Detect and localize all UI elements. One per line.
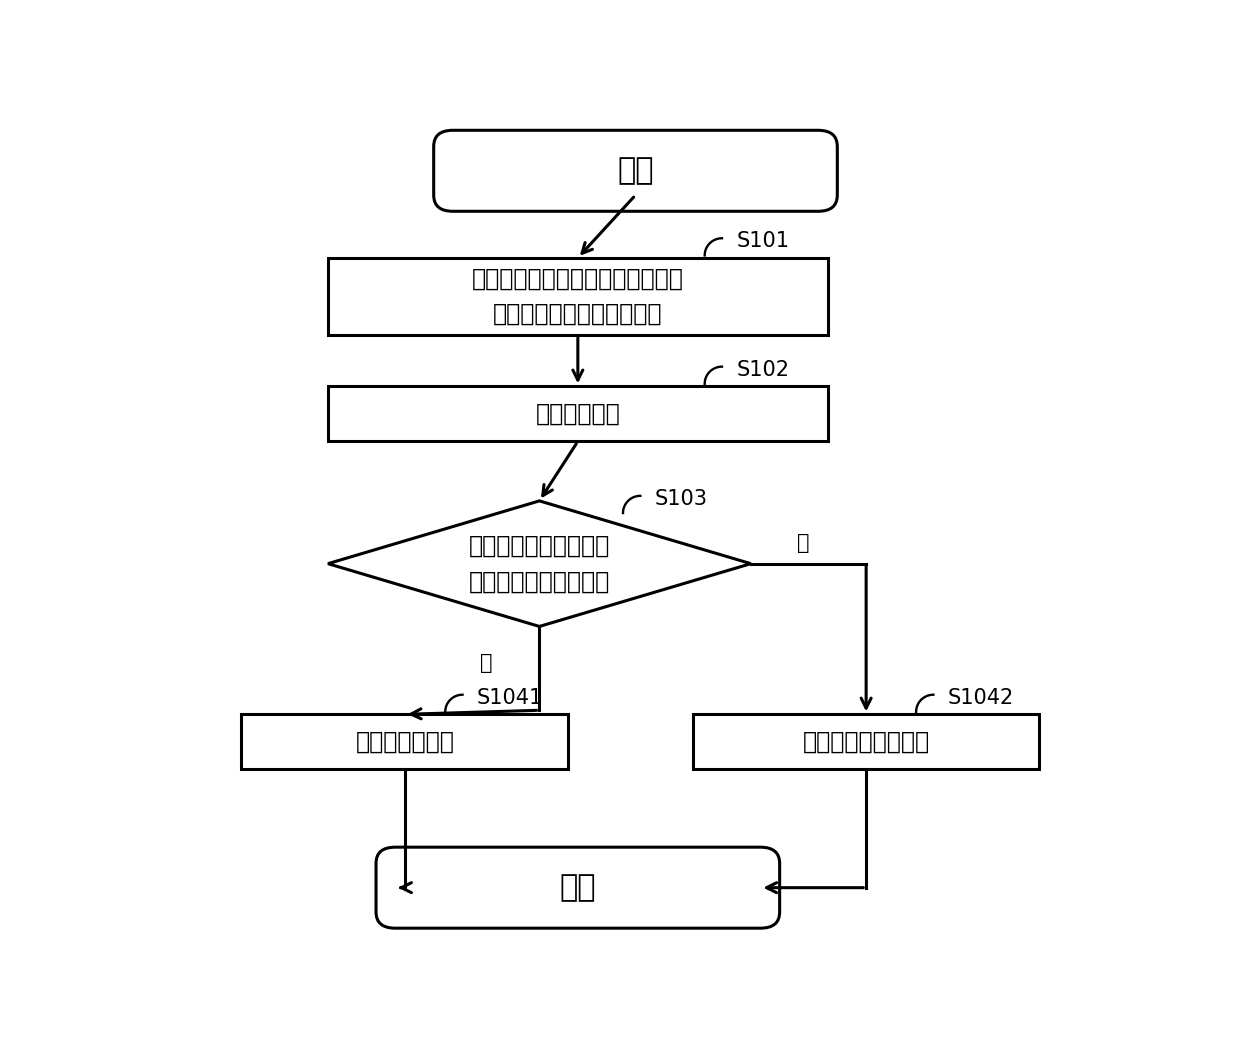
Text: 读取绝缘电阻值并判断
是否低于第二标定阈值: 读取绝缘电阻值并判断 是否低于第二标定阈值	[469, 534, 610, 593]
Text: 获取车辆下电过程中的绝缘电阻值
并存储至非易失性存储单元: 获取车辆下电过程中的绝缘电阻值 并存储至非易失性存储单元	[472, 266, 683, 326]
Text: 车辆再次上电: 车辆再次上电	[536, 402, 620, 426]
Text: 禁止车辆上高压: 禁止车辆上高压	[356, 730, 454, 754]
Text: 否: 否	[797, 533, 810, 553]
Text: 结束: 结束	[559, 873, 596, 903]
Bar	[693, 714, 1039, 769]
Text: S101: S101	[737, 231, 790, 251]
FancyBboxPatch shape	[434, 130, 837, 211]
Text: S1041: S1041	[477, 688, 543, 708]
Polygon shape	[327, 501, 751, 626]
Text: 开始: 开始	[618, 157, 653, 185]
FancyBboxPatch shape	[376, 847, 780, 928]
Bar	[242, 714, 568, 769]
Text: S1042: S1042	[947, 688, 1014, 708]
Text: 是: 是	[480, 653, 492, 673]
Bar	[327, 258, 828, 335]
Bar	[327, 386, 828, 442]
Text: 允许车辆正常上高压: 允许车辆正常上高压	[802, 730, 930, 754]
Text: S103: S103	[655, 489, 708, 509]
Text: S102: S102	[737, 360, 790, 380]
